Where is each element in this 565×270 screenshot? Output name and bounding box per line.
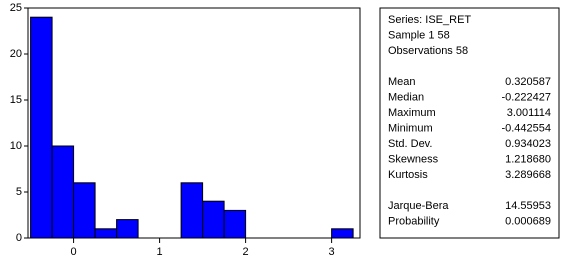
bar <box>51 145 75 239</box>
x-tick-label: 0 <box>71 246 77 258</box>
y-tick-label: 20 <box>10 48 22 60</box>
bar <box>223 209 247 239</box>
stats-label: Median <box>388 91 424 103</box>
y-tick-label: 5 <box>16 186 22 198</box>
stats-value: -0.222427 <box>501 91 551 103</box>
bar <box>116 219 139 239</box>
bar <box>73 182 96 239</box>
y-tick-label: 0 <box>16 232 22 244</box>
stats-label: Minimum <box>388 122 433 134</box>
stats-value: -0.442554 <box>501 122 551 134</box>
y-tick-label: 15 <box>10 94 22 106</box>
stats-header: Observations 58 <box>388 45 468 57</box>
stats-header: Series: ISE_RET <box>388 14 471 26</box>
stats-label: Kurtosis <box>388 169 428 181</box>
stats-label: Probability <box>388 215 440 227</box>
stats-value: 0.934023 <box>505 138 551 150</box>
stats-value: 3.289668 <box>505 169 551 181</box>
bar <box>202 200 225 239</box>
bar <box>94 228 118 239</box>
x-tick-label: 2 <box>243 246 249 258</box>
stats-value: 1.218680 <box>505 153 551 165</box>
stats-label: Std. Dev. <box>388 138 432 150</box>
stats-label: Skewness <box>388 153 439 165</box>
x-tick-label: 1 <box>157 246 163 258</box>
bar <box>30 16 53 239</box>
stats-label: Mean <box>388 76 416 88</box>
stats-box <box>379 7 560 239</box>
stats-value: 3.001114 <box>507 107 551 119</box>
y-tick-label: 10 <box>10 140 22 152</box>
stats-header: Sample 1 58 <box>388 29 450 41</box>
stats-label: Maximum <box>388 107 436 119</box>
stats-value: 14.55953 <box>505 200 551 212</box>
bar <box>180 182 204 239</box>
stats-label: Jarque-Bera <box>388 200 449 212</box>
x-tick-label: 3 <box>329 246 335 258</box>
bar <box>331 228 354 239</box>
stats-value: 0.000689 <box>505 215 551 227</box>
stats-value: 0.320587 <box>505 76 551 88</box>
y-tick-label: 25 <box>10 2 22 14</box>
plot-frame <box>27 7 361 239</box>
